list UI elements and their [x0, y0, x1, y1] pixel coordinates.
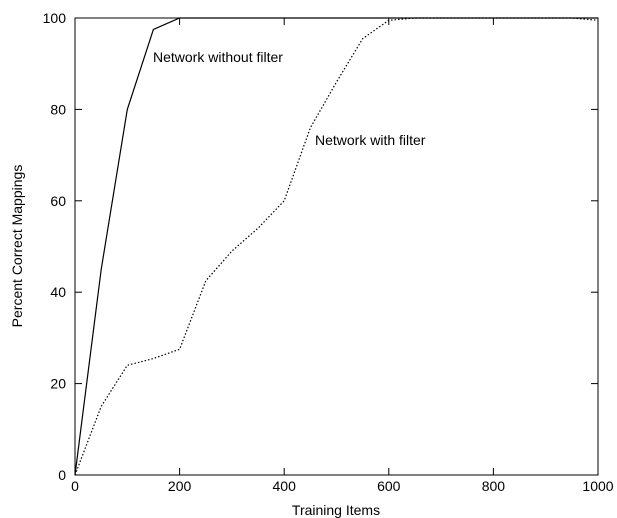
axis-ticks [74, 17, 599, 476]
tick-labels: 0 200 400 600 800 1000 0 20 40 60 80 100 [43, 10, 614, 494]
x-tick-label: 0 [71, 478, 79, 494]
x-tick-label: 1000 [582, 478, 613, 494]
y-tick-label: 0 [58, 467, 66, 483]
x-tick-label: 600 [377, 478, 401, 494]
x-tick-label: 400 [273, 478, 297, 494]
series-label-with-filter: Network with filter [315, 132, 426, 148]
y-tick-label: 80 [50, 101, 66, 117]
y-tick-label: 40 [50, 284, 66, 300]
series-line-without-filter [74, 17, 598, 476]
plot-frame [74, 17, 599, 476]
y-axis-title: Percent Correct Mappings [9, 165, 25, 328]
y-tick-label: 20 [50, 376, 66, 392]
series-line-with-filter [74, 17, 599, 476]
x-axis-title: Training Items [292, 502, 380, 518]
y-tick-label: 60 [50, 193, 66, 209]
series-label-without-filter: Network without filter [153, 49, 283, 65]
x-tick-label: 800 [482, 478, 506, 494]
y-tick-label: 100 [43, 10, 67, 26]
x-tick-label: 200 [168, 478, 192, 494]
series-lines [74, 17, 599, 476]
